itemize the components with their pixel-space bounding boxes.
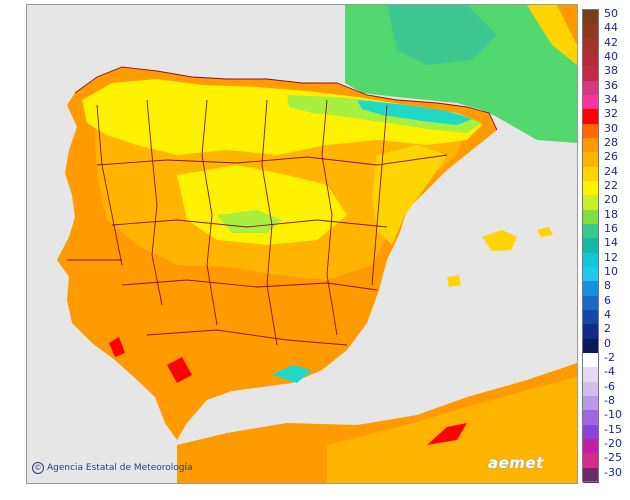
scale-label: -20 <box>604 437 622 450</box>
scale-swatch <box>583 424 599 440</box>
scale-swatch <box>583 396 599 411</box>
scale-swatch <box>583 9 599 24</box>
scale-swatch <box>583 367 599 383</box>
scale-label: 24 <box>604 164 618 178</box>
scale-swatch <box>583 195 599 211</box>
scale-label: 36 <box>604 78 618 92</box>
scale-swatch <box>583 338 599 354</box>
scale-swatch <box>583 80 599 96</box>
temperature-map <box>26 4 578 484</box>
scale-swatch <box>583 23 599 39</box>
scale-label: 8 <box>604 279 611 293</box>
scale-label: 44 <box>604 21 618 35</box>
map-canvas <box>27 5 577 483</box>
scale-label: 34 <box>604 93 618 106</box>
ibiza <box>447 275 461 287</box>
scale-label: 14 <box>604 236 618 250</box>
scale-swatch <box>583 224 599 239</box>
scale-swatch <box>583 281 599 297</box>
scale-swatch <box>583 439 599 454</box>
iberia-mild-north <box>82 79 482 155</box>
iberia-mild-center <box>177 165 347 245</box>
atlas-hot-spot <box>427 423 467 445</box>
scale-swatch <box>583 209 599 225</box>
scale-label: 20 <box>604 193 618 207</box>
east-coast-mild <box>372 145 447 245</box>
copyright-credit: © Agencia Estatal de Meteorología <box>32 462 193 474</box>
scale-label: 0 <box>604 336 611 350</box>
region-borders <box>67 66 498 346</box>
guadalquivir-hot-1 <box>109 337 125 357</box>
scale-swatch <box>583 123 599 139</box>
scale-label: -25 <box>604 451 622 465</box>
scale-label: 28 <box>604 136 618 149</box>
scale-label: 40 <box>604 50 618 63</box>
scale-label: 30 <box>604 121 618 135</box>
pyrenees-cold <box>357 100 472 125</box>
mallorca <box>482 230 517 251</box>
menorca <box>537 227 553 237</box>
scale-label: -10 <box>604 408 622 422</box>
scale-swatch <box>583 467 599 483</box>
scale-swatch <box>583 37 599 53</box>
scale-swatch <box>583 381 599 397</box>
scale-swatch <box>583 95 599 110</box>
france-cool-zone <box>387 5 497 65</box>
scale-label: 6 <box>604 293 611 307</box>
france-hot-zone <box>557 5 577 45</box>
scale-label: 38 <box>604 64 618 78</box>
scale-label: 2 <box>604 322 611 336</box>
scale-swatch <box>583 353 599 368</box>
scale-swatch <box>583 267 599 282</box>
scale-label: 10 <box>604 265 618 278</box>
scale-swatch <box>583 166 599 182</box>
scale-swatch <box>583 152 599 168</box>
scale-label: 26 <box>604 150 618 164</box>
credit-text: Agencia Estatal de Meteorología <box>47 463 193 473</box>
scale-label: 4 <box>604 308 611 321</box>
scale-swatch <box>583 324 599 340</box>
scale-swatch <box>583 66 599 82</box>
scale-label: -4 <box>604 365 615 379</box>
scale-label: 12 <box>604 250 618 264</box>
guadalquivir-hot-2 <box>167 357 192 383</box>
scale-label: 16 <box>604 222 618 235</box>
scale-swatch <box>583 453 599 469</box>
scale-swatch <box>583 109 599 125</box>
scale-label: 32 <box>604 107 618 121</box>
central-range-cool <box>217 210 282 233</box>
aemet-logo: aemet <box>488 454 544 472</box>
scale-swatch <box>583 138 599 153</box>
scale-label: -15 <box>604 422 622 436</box>
scale-swatch <box>583 181 599 196</box>
scale-swatch <box>583 410 599 426</box>
scale-label: 42 <box>604 35 618 49</box>
scale-label: -8 <box>604 394 615 407</box>
scale-label: -2 <box>604 351 615 364</box>
scale-label: 22 <box>604 179 618 192</box>
scale-label: -6 <box>604 379 615 393</box>
scale-swatch <box>583 52 599 67</box>
scale-label: -30 <box>604 465 622 479</box>
copyright-symbol: © <box>32 462 44 474</box>
scale-swatch <box>583 295 599 311</box>
scale-label: 50 <box>604 7 618 20</box>
scale-label: 18 <box>604 207 618 221</box>
scale-swatch <box>583 310 599 325</box>
scale-swatch <box>583 238 599 254</box>
sierra-nevada-cold <box>272 365 312 383</box>
scale-swatch <box>583 252 599 268</box>
